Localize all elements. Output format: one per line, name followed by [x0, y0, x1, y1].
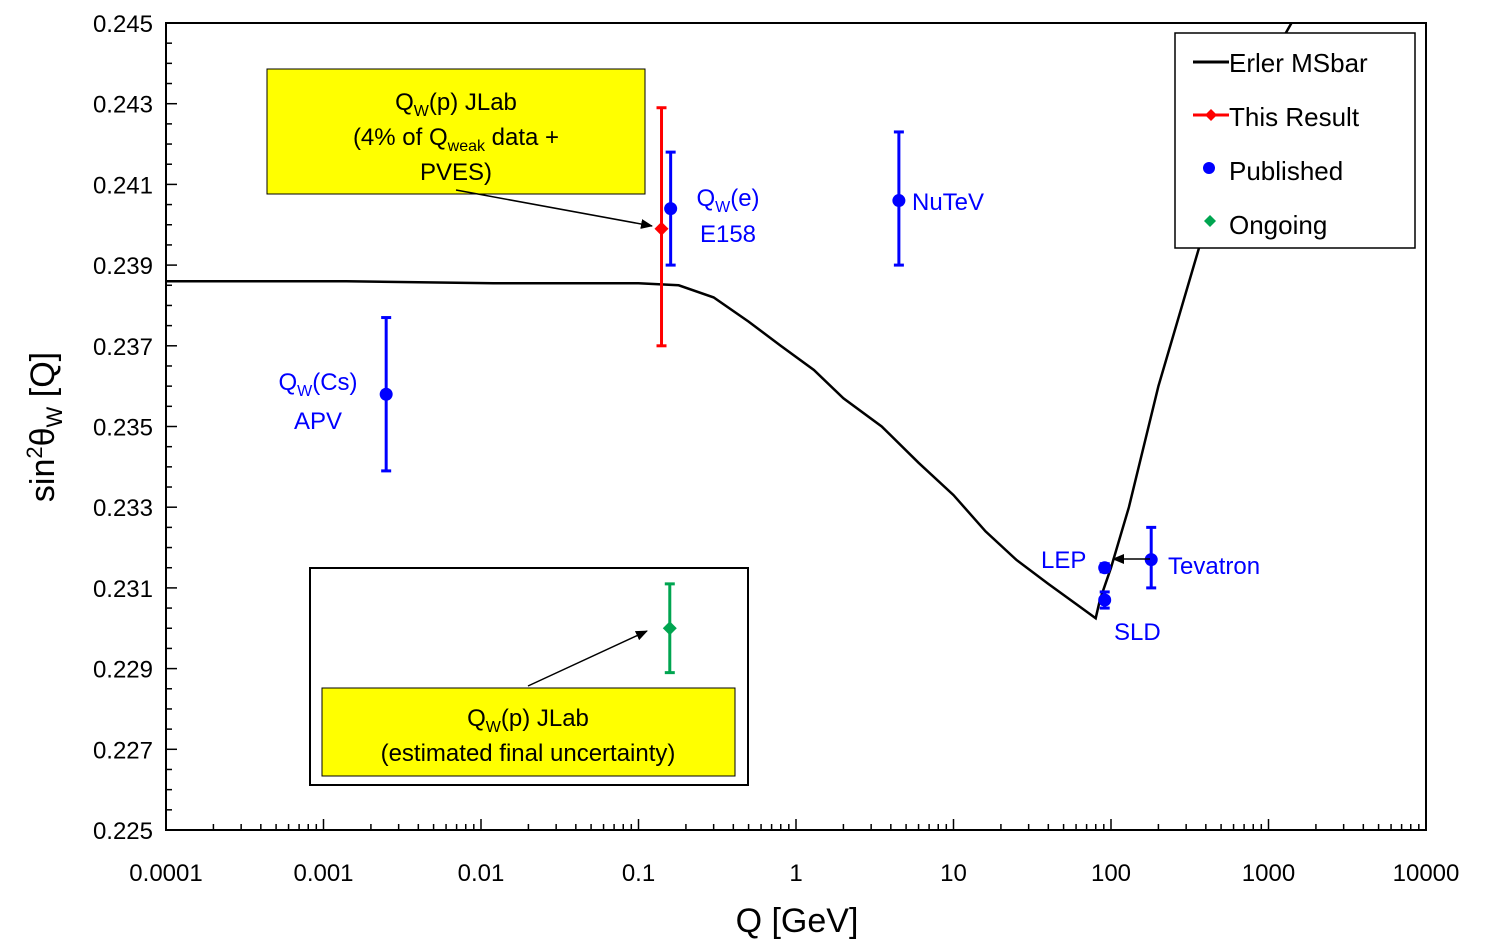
annotation-ongoing-box [321, 687, 736, 777]
point-this-result [654, 106, 669, 348]
legend-this-result-diamond [1205, 109, 1217, 121]
x-tick-label: 10000 [1393, 860, 1460, 887]
marker-nutev [892, 194, 906, 208]
legend-erler-label: Erler MSbar [1229, 48, 1368, 78]
annotation-ongoing-line1: QW(p) JLab [467, 705, 589, 736]
x-tick-label: 1 [789, 860, 802, 887]
x-tick-label: 0.01 [458, 860, 505, 887]
lep-label: LEP [1041, 547, 1086, 574]
y-axis-tick-labels: 0.225 0.227 0.229 0.231 0.233 0.235 0.237 0.239… [93, 11, 153, 845]
y-tick-label: 0.237 [93, 334, 153, 361]
point-ongoing [662, 582, 677, 675]
legend-box [1174, 32, 1416, 249]
y-tick-label: 0.227 [93, 737, 153, 764]
theory-curve-erler-msbar [166, 22, 1293, 621]
point-e158 [664, 150, 678, 267]
legend: Erler MSbar This Result Published Ongoin… [1174, 32, 1416, 249]
nutev-label: NuTeV [912, 189, 984, 216]
legend-published-marker [1203, 162, 1215, 174]
annotation-this-result-box [266, 68, 646, 195]
legend-ongoing-marker [1204, 215, 1216, 227]
point-lep [1098, 561, 1112, 575]
y-axis-ticks [166, 22, 177, 831]
point-cs-apv [379, 316, 393, 473]
annotation-this-result: QW(p) JLab (4% of Qweak data + PVES) [266, 68, 653, 229]
data-points [379, 106, 1158, 675]
annotation-ongoing-arrow [527, 630, 648, 687]
marker-cs-apv [379, 387, 393, 401]
x-axis-ticks [165, 819, 1420, 830]
marker-e158 [664, 202, 678, 216]
x-tick-label: 0.0001 [129, 860, 202, 887]
marker-sld [1098, 593, 1112, 607]
sld-label: SLD [1114, 619, 1161, 646]
y-tick-label: 0.245 [93, 11, 153, 38]
x-axis-title: Q [GeV] [736, 902, 859, 940]
marker-tevatron [1144, 553, 1158, 567]
y-tick-label: 0.231 [93, 576, 153, 603]
x-tick-label: 0.1 [622, 860, 655, 887]
x-tick-label: 100 [1091, 860, 1131, 887]
tevatron-label: Tevatron [1168, 553, 1260, 580]
e158-label-line2: E158 [700, 221, 756, 248]
annotation-ongoing: QW(p) JLab (estimated final uncertainty) [309, 567, 749, 786]
x-tick-label: 10 [940, 860, 967, 887]
e158-label: QW(e) [696, 185, 759, 216]
marker-ongoing [662, 621, 677, 636]
marker-lep [1098, 561, 1112, 575]
y-tick-label: 0.241 [93, 172, 153, 199]
annotation-this-result-line1: QW(p) JLab [395, 89, 517, 120]
y-tick-label: 0.229 [93, 657, 153, 684]
point-tevatron [1144, 525, 1158, 590]
y-tick-label: 0.243 [93, 92, 153, 119]
annotation-ongoing-frame [309, 567, 749, 786]
annotation-this-result-arrow [455, 189, 653, 229]
marker-this-result [654, 221, 669, 236]
annotation-ongoing-line2: (estimated final uncertainty) [381, 740, 676, 767]
x-tick-label: 0.001 [293, 860, 353, 887]
point-nutev [892, 130, 906, 267]
legend-published-label: Published [1229, 156, 1343, 186]
y-axis-title: sin2θW [Q] [22, 352, 67, 502]
x-tick-label: 1000 [1242, 860, 1295, 887]
point-sld [1098, 590, 1112, 610]
cs-apv-label-line2: APV [294, 408, 342, 435]
y-tick-label: 0.235 [93, 415, 153, 442]
legend-this-result-label: This Result [1229, 102, 1360, 132]
annotation-this-result-line3: PVES) [420, 159, 492, 186]
y-tick-label: 0.233 [93, 495, 153, 522]
cs-apv-label: QW(Cs) [278, 369, 357, 400]
x-axis-tick-labels: 0.0001 0.001 0.01 0.1 1 10 100 1000 10000 [129, 860, 1459, 887]
annotation-this-result-line2: (4% of Qweak data + [353, 124, 559, 155]
y-tick-label: 0.239 [93, 253, 153, 280]
y-tick-label: 0.225 [93, 818, 153, 845]
legend-ongoing-label: Ongoing [1229, 210, 1327, 240]
